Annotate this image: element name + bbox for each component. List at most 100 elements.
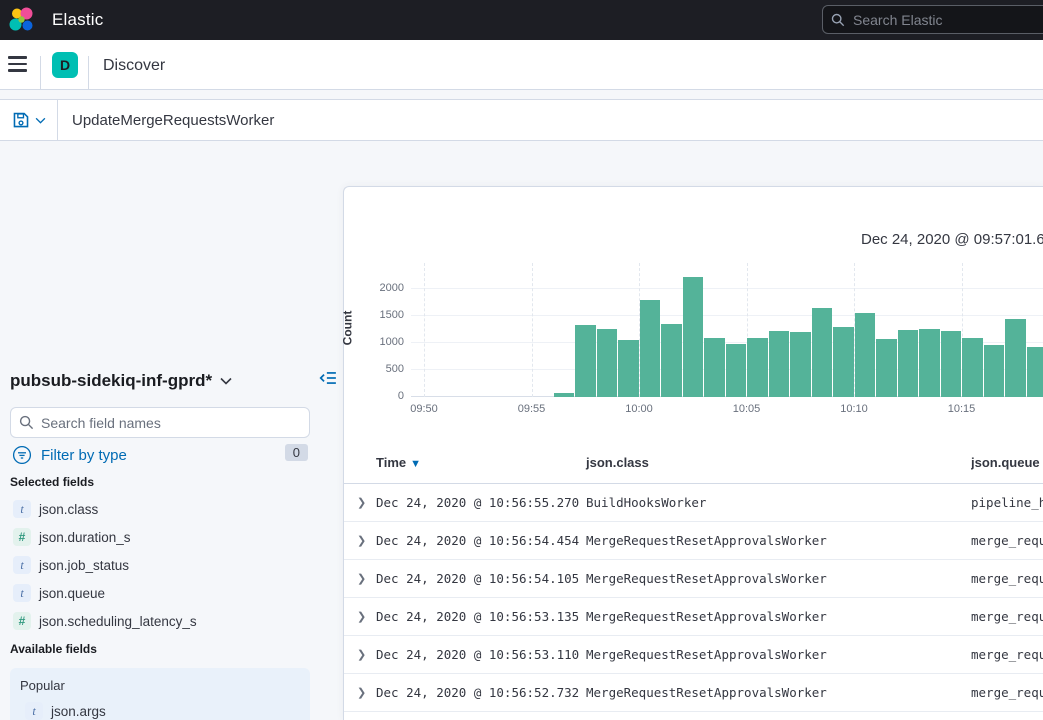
table-row: ❯Dec 24, 2020 @ 10:56:53.110MergeRequest…	[344, 636, 1043, 674]
discover-main-panel: Dec 24, 2020 @ 09:57:01.67 Count 0500100…	[343, 186, 1043, 720]
available-fields-heading: Available fields	[10, 642, 97, 656]
field-search-box[interactable]	[10, 407, 310, 438]
table-row: ❯ Dec 24, 2020 @ 10:56:53.135MergeRequest…	[344, 598, 1043, 636]
chevron-right-icon: ❯	[357, 573, 366, 585]
popular-fields-list: tjson.argstjson.correlation_idtjson.erro…	[12, 697, 310, 720]
histogram-bar[interactable]	[726, 344, 747, 397]
expand-row-button[interactable]: ❯	[344, 648, 376, 661]
cell-time: Dec 24, 2020 @ 10:56:53.110	[376, 647, 586, 662]
histogram-bar[interactable]	[962, 338, 983, 397]
expand-row-button[interactable]: ❯	[344, 686, 376, 699]
histogram-bar[interactable]	[1027, 347, 1043, 397]
x-axis-tick-label: 09:55	[518, 403, 546, 415]
cell-class: BuildHooksWorker	[586, 495, 971, 510]
x-axis-tick-label: 10:10	[840, 403, 868, 415]
expand-row-button[interactable]: ❯	[344, 496, 376, 509]
table-header-row: Time▼ json.class json.queue	[344, 442, 1043, 484]
cell-queue: merge_requ	[971, 571, 1043, 586]
index-pattern-switcher[interactable]: pubsub-sidekiq-inf-gprd*	[10, 371, 232, 391]
cell-class: MergeRequestResetApprovalsWorker	[586, 571, 971, 586]
histogram-bar[interactable]	[790, 332, 811, 397]
expand-row-button[interactable]: ❯	[344, 572, 376, 585]
expand-row-button[interactable]: ❯	[344, 610, 376, 623]
cell-queue: merge_requ	[971, 685, 1043, 700]
search-icon	[831, 13, 845, 27]
table-row: ❯Dec 24, 2020 @ 10:56:55.270BuildHooksWo…	[344, 484, 1043, 522]
histogram-bar[interactable]	[898, 330, 919, 397]
filter-by-type-button[interactable]: Filter by type 0	[12, 443, 308, 467]
field-search-input[interactable]	[41, 415, 281, 431]
field-item[interactable]: #json.duration_s	[0, 523, 343, 551]
sort-desc-icon[interactable]: ▼	[410, 458, 421, 470]
cell-time: Dec 24, 2020 @ 10:56:55.270	[376, 495, 586, 510]
histogram-bar[interactable]	[704, 338, 725, 397]
histogram-bar[interactable]	[941, 331, 962, 397]
discover-app-badge[interactable]: D	[52, 52, 78, 78]
filter-by-type-label: Filter by type	[41, 447, 127, 464]
histogram-bar[interactable]	[554, 393, 575, 397]
cell-time: Dec 24, 2020 @ 10:56:54.105	[376, 571, 586, 586]
menu-icon[interactable]	[8, 56, 27, 72]
field-label: json.job_status	[39, 558, 129, 573]
histogram-bar[interactable]	[683, 277, 704, 397]
chevron-right-icon: ❯	[357, 649, 366, 661]
field-label: json.scheduling_latency_s	[39, 614, 197, 629]
saved-query-menu-button[interactable]	[0, 100, 58, 140]
field-type-text-icon: t	[13, 556, 31, 574]
gridline-vertical	[532, 263, 533, 397]
cell-class: MergeRequestResetApprovalsWorker	[586, 609, 971, 624]
histogram-bar[interactable]	[661, 324, 682, 397]
query-input[interactable]	[72, 112, 772, 129]
popular-fields-section: Popular tjson.argstjson.correlation_idtj…	[10, 668, 310, 720]
x-axis-tick-label: 10:15	[948, 403, 976, 415]
field-type-number-icon: #	[13, 612, 31, 630]
column-header-time[interactable]: Time▼	[376, 455, 586, 470]
histogram-bar[interactable]	[855, 313, 876, 397]
cell-class: MergeRequestResetApprovalsWorker	[586, 533, 971, 548]
histogram-bar[interactable]	[1005, 319, 1026, 397]
expand-row-button[interactable]: ❯	[344, 534, 376, 547]
x-axis-tick-label: 10:00	[625, 403, 653, 415]
cell-time: Dec 24, 2020 @ 10:56:53.135	[376, 609, 586, 624]
global-search-input[interactable]	[853, 12, 1033, 28]
field-item[interactable]: # json.scheduling_latency_s	[0, 607, 343, 635]
histogram-bar[interactable]	[919, 329, 940, 397]
field-label: json.class	[39, 502, 98, 517]
cell-queue: merge_requ	[971, 533, 1043, 548]
histogram: Count 050010001500200009:5009:5510:0010:…	[344, 263, 1043, 397]
gridline	[411, 288, 1043, 289]
elastic-logo-icon[interactable]	[9, 7, 35, 33]
histogram-bar[interactable]	[876, 339, 897, 397]
chevron-right-icon: ❯	[357, 687, 366, 699]
x-axis-tick-label: 10:05	[733, 403, 761, 415]
filter-bar: {"bool":{"minimum_should_match":1,"shoul…	[0, 141, 1043, 181]
field-item[interactable]: t json.class	[0, 495, 343, 523]
histogram-bar[interactable]	[575, 325, 596, 397]
cell-queue: pipeline_h	[971, 495, 1043, 510]
histogram-bar[interactable]	[640, 300, 661, 397]
histogram-bar[interactable]	[747, 338, 768, 397]
histogram-bar[interactable]	[833, 327, 854, 397]
discover-app: Elastic D Discover	[0, 0, 1043, 720]
field-label: json.queue	[39, 586, 105, 601]
y-axis-tick-label: 1500	[344, 309, 404, 321]
field-item[interactable]: tjson.queue	[0, 579, 343, 607]
chart-plot	[411, 263, 1043, 397]
histogram-bar[interactable]	[618, 340, 639, 397]
y-axis-tick-label: 1000	[344, 336, 404, 348]
histogram-bar[interactable]	[769, 331, 790, 397]
column-header-json-class[interactable]: json.class	[586, 455, 971, 470]
field-type-text-icon: t	[13, 500, 31, 518]
histogram-bar[interactable]	[597, 329, 618, 397]
chevron-right-icon: ❯	[357, 611, 366, 623]
collapse-sidebar-icon[interactable]	[319, 369, 337, 387]
histogram-bar[interactable]	[812, 308, 833, 397]
global-search-box[interactable]	[822, 5, 1043, 34]
histogram-bar[interactable]	[984, 345, 1005, 397]
field-item[interactable]: t json.job_status	[0, 551, 343, 579]
breadcrumb[interactable]: Discover	[103, 57, 165, 75]
chart-time-range-label: Dec 24, 2020 @ 09:57:01.67	[861, 231, 1043, 248]
field-item[interactable]: tjson.args	[12, 697, 310, 720]
column-header-json-queue[interactable]: json.queue	[971, 455, 1043, 470]
query-bar	[0, 99, 1043, 141]
